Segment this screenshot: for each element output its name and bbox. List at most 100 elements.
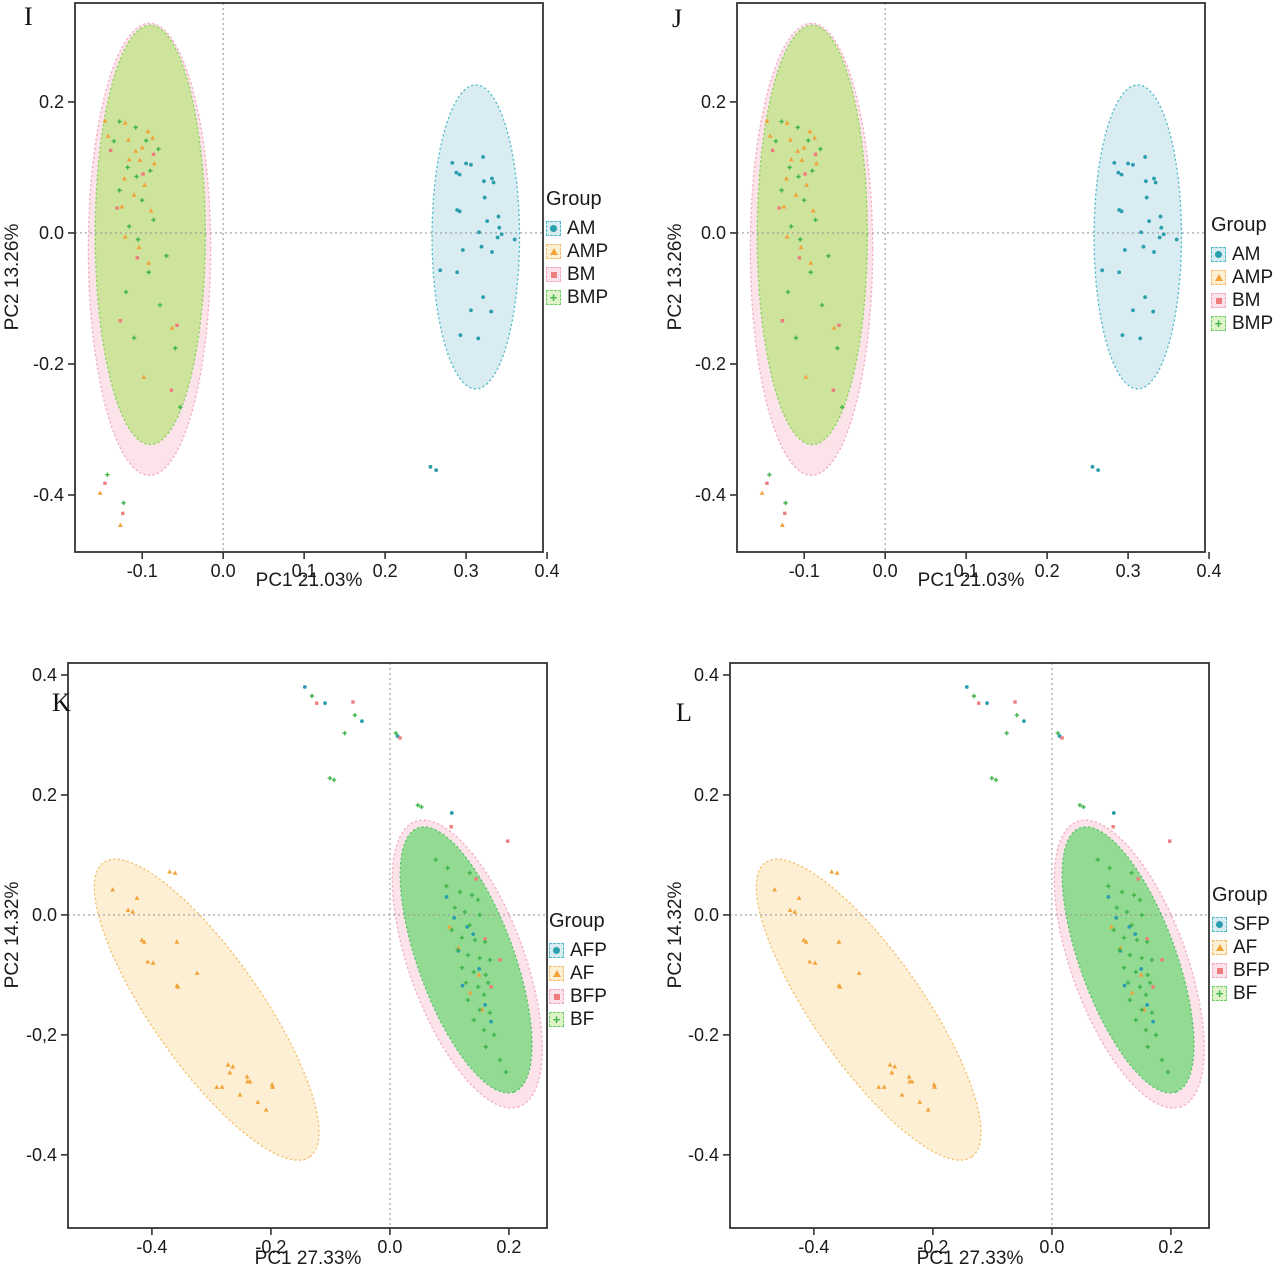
point-circle	[1145, 1002, 1150, 1007]
point-plus	[483, 972, 488, 978]
point-circle	[458, 333, 463, 338]
point-plus	[1114, 905, 1119, 910]
point-triangle	[122, 234, 128, 239]
pca-plot-J: -0.1 0.0 0.1 0.2 0.3 0.4 0.2 0.0 -0.2 -0.4	[695, 2, 1222, 581]
legend-item-label: AMP	[567, 241, 609, 262]
point-circle	[481, 155, 485, 159]
point-plus	[1121, 965, 1127, 970]
point-square	[398, 736, 402, 740]
point-triangle	[801, 145, 807, 150]
point-triangle	[119, 204, 125, 209]
point-triangle	[121, 175, 127, 181]
point-plus	[1125, 980, 1131, 985]
point-circle	[1022, 719, 1026, 724]
triangle-glyph-icon	[1214, 274, 1223, 281]
point-plus	[795, 125, 800, 130]
point-square	[977, 701, 981, 705]
point-triangle	[808, 260, 814, 265]
point-circle	[1139, 230, 1143, 235]
legend-item-label: BM	[567, 264, 596, 285]
legend-key-square-icon	[549, 989, 564, 1004]
point-plus	[1131, 892, 1137, 898]
x-tick-label: 0.1	[292, 561, 317, 581]
point-triangle	[145, 128, 151, 134]
point-plus	[477, 955, 482, 961]
series-BFP	[315, 700, 510, 989]
point-plus	[111, 139, 117, 144]
y-tick-label: -0,2	[26, 1025, 57, 1045]
x-tick-label: 0.0	[873, 561, 898, 581]
x-tick-label: 0.2	[373, 561, 398, 581]
point-plus	[459, 965, 465, 970]
point-triangle	[767, 133, 773, 138]
point-square	[765, 481, 769, 485]
point-triangle	[130, 909, 136, 914]
legend-key-plus-icon: +	[549, 1012, 564, 1027]
point-triangle	[798, 244, 804, 250]
point-square	[1160, 958, 1164, 962]
point-plus	[419, 804, 424, 810]
point-triangle	[139, 145, 145, 150]
point-plus	[465, 952, 471, 958]
legend-title: Group	[1211, 214, 1267, 236]
y-axis-title: PC2 14.32%	[2, 881, 23, 989]
point-triangle	[269, 1082, 275, 1087]
point-plus	[457, 889, 463, 895]
point-triangle	[131, 192, 137, 197]
y-tick-label: -0.2	[695, 354, 726, 374]
point-plus	[1014, 712, 1020, 718]
point-square	[103, 481, 107, 485]
plus-glyph-icon: +	[1214, 316, 1223, 331]
point-circle	[476, 336, 481, 341]
circle-glyph-icon	[1215, 251, 1222, 258]
y-tick-label: 0.0	[39, 223, 64, 243]
point-circle	[1096, 468, 1101, 473]
x-tick-label: -0.2	[255, 1237, 286, 1257]
legend-item-AM: AM	[1211, 243, 1273, 266]
point-circle	[1139, 966, 1144, 971]
point-circle	[481, 295, 485, 300]
point-triangle	[102, 118, 108, 123]
legend-item-AF: AF	[549, 962, 607, 985]
point-circle	[496, 214, 501, 219]
legend-title: Group	[549, 910, 605, 932]
x-tick-label: -0.4	[136, 1237, 167, 1257]
panel-letter: J	[672, 4, 683, 33]
y-tick-label: -0.4	[695, 485, 726, 505]
point-triangle	[230, 1064, 236, 1069]
legend: Group AM AMP BM + BMP	[1211, 214, 1273, 335]
point-triangle	[807, 128, 813, 134]
point-triangle	[813, 160, 819, 166]
confidence-ellipse-AM	[431, 84, 521, 390]
square-glyph-icon	[1215, 297, 1222, 304]
point-plus	[352, 712, 358, 718]
point-triangle	[167, 869, 173, 874]
point-triangle	[467, 990, 473, 995]
triangle-glyph-icon	[549, 248, 558, 255]
point-circle	[477, 966, 482, 971]
point-square	[1145, 937, 1149, 941]
point-square	[141, 172, 145, 176]
y-axis-title: PC2 13.26%	[665, 223, 686, 331]
legend-item-AFP: AFP	[549, 939, 607, 962]
point-circle	[454, 170, 459, 175]
legend-item-BF: + BF	[1212, 982, 1270, 1005]
plot-border	[67, 662, 548, 1229]
point-plus	[1145, 972, 1150, 978]
x-tick-label: -0.4	[798, 1237, 829, 1257]
point-triangle	[1141, 1007, 1147, 1012]
x-tick-label: 0.1	[954, 561, 979, 581]
y-tick-label: 0.2	[32, 785, 57, 805]
point-triangle	[779, 522, 785, 527]
point-triangle	[829, 869, 835, 874]
legend-key-plus-icon: +	[1212, 986, 1227, 1001]
point-circle	[323, 701, 327, 706]
point-plus	[481, 992, 487, 997]
point-circle	[469, 162, 473, 167]
legend-item-label: BF	[570, 1009, 595, 1030]
point-square	[1151, 985, 1155, 989]
point-circle	[512, 237, 517, 242]
point-plus	[1143, 1027, 1149, 1033]
series-AF	[110, 869, 485, 1112]
y-axis-title: PC2 13.26%	[2, 223, 23, 331]
